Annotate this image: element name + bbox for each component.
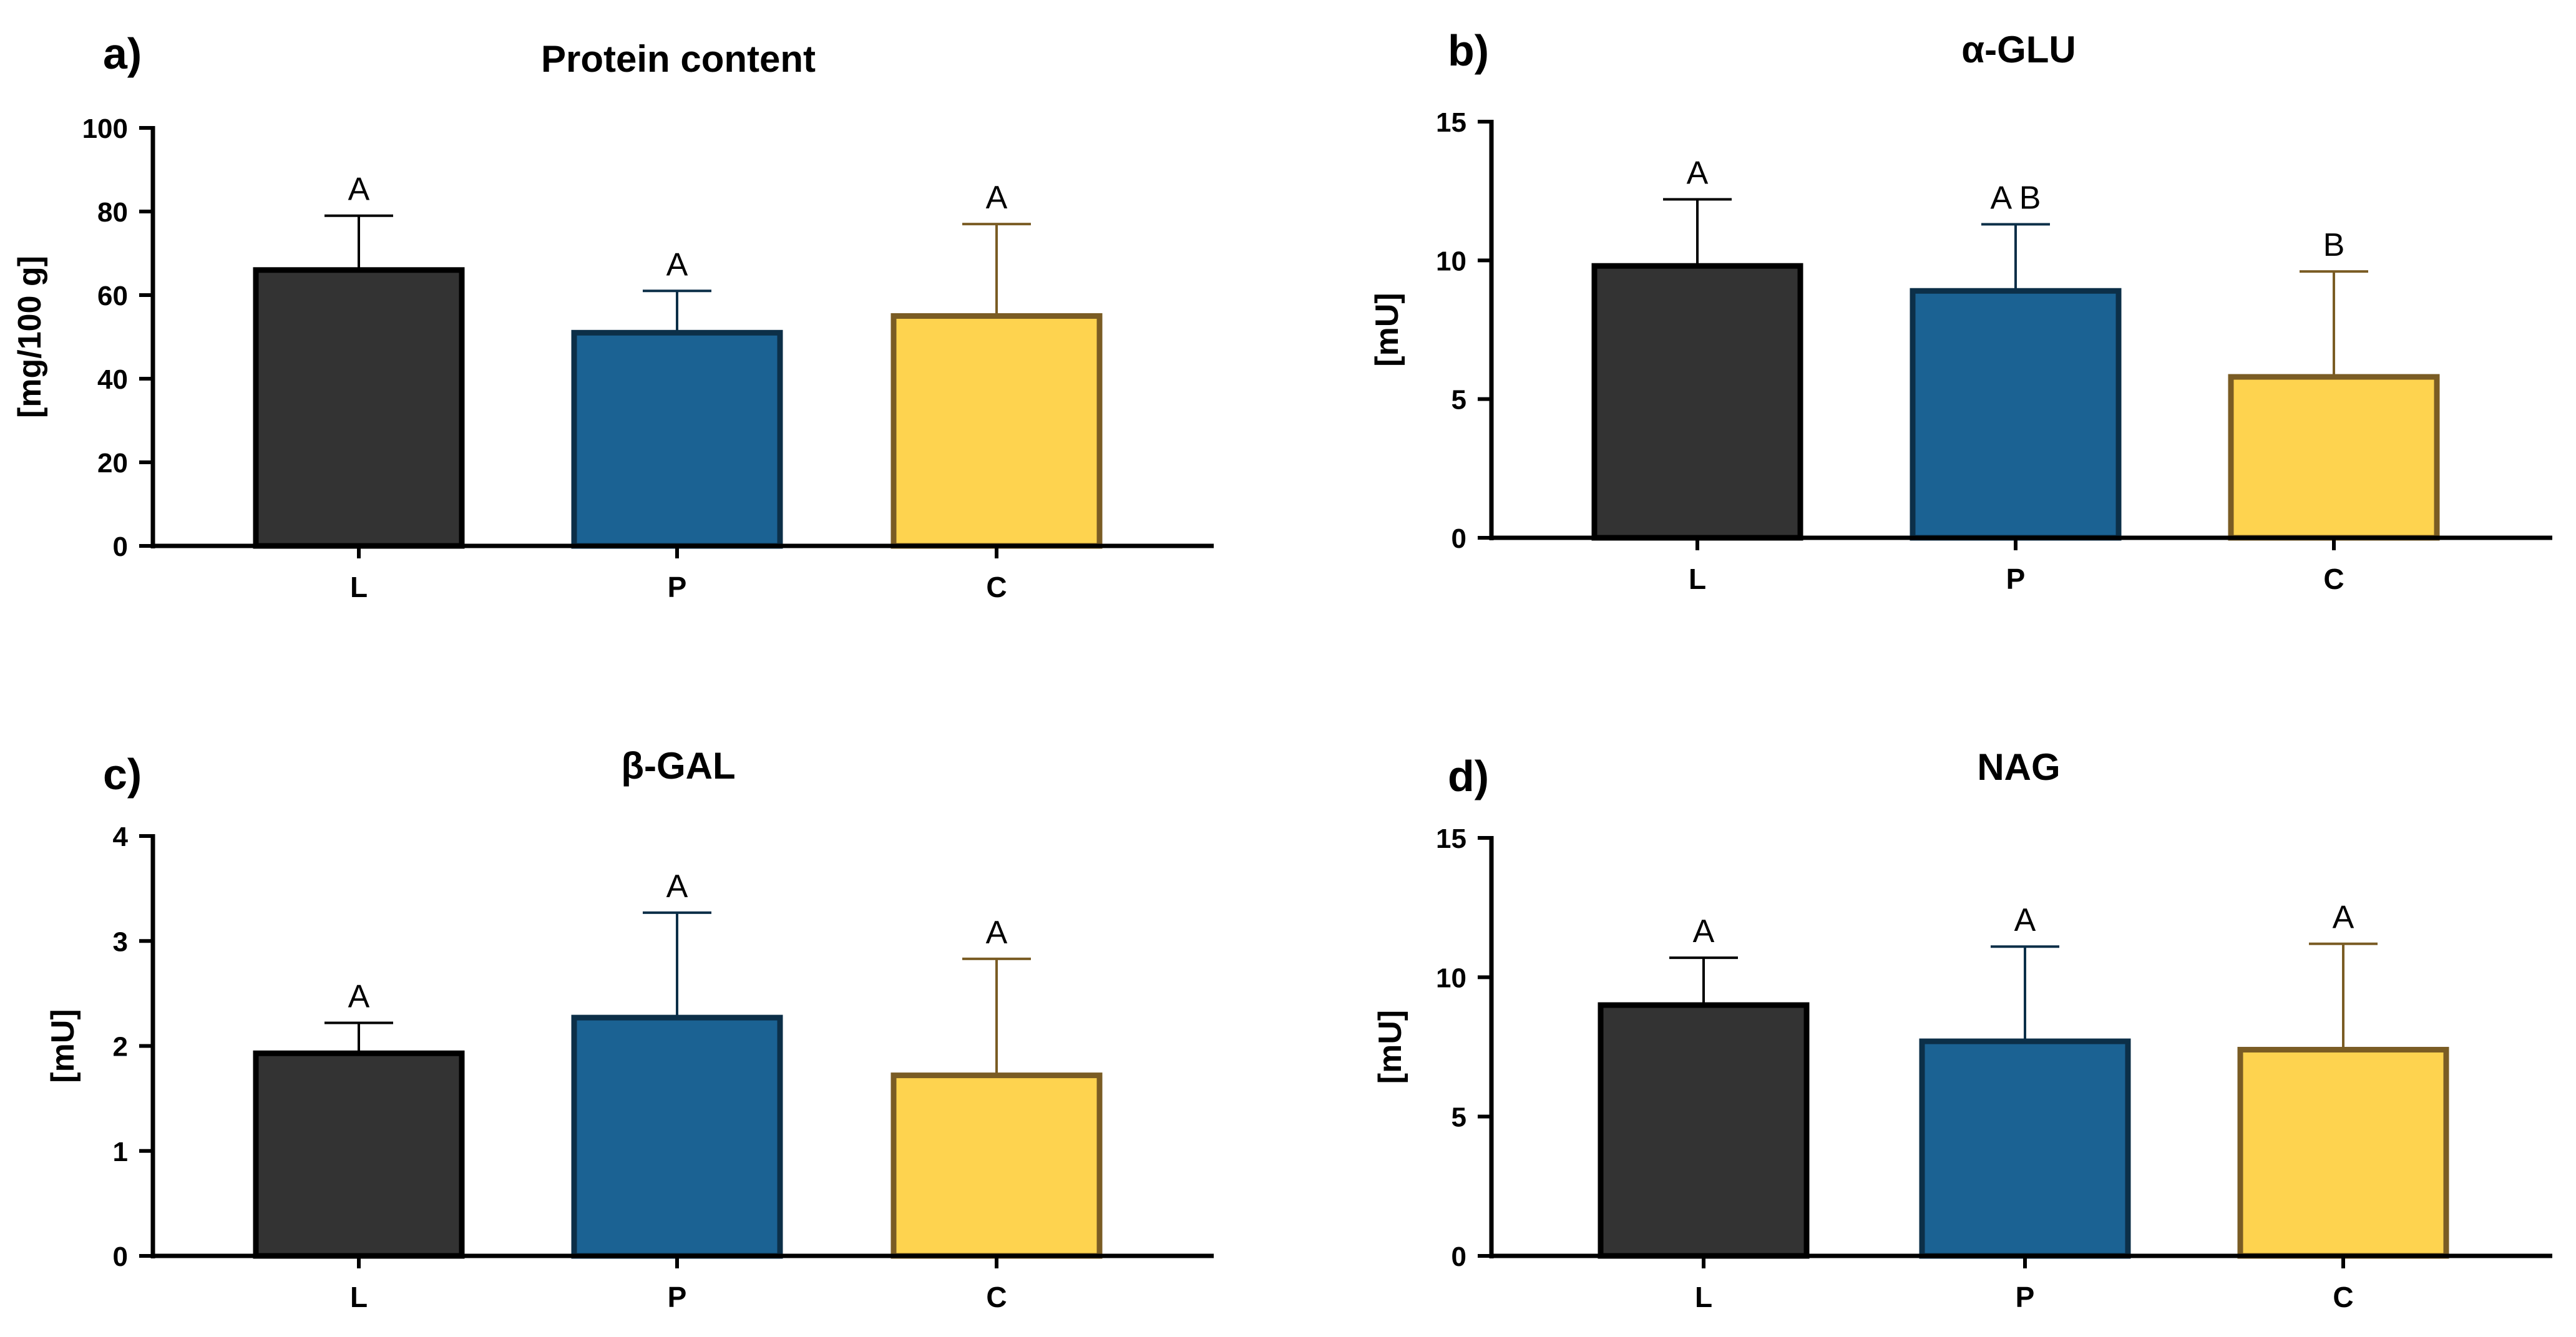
y-axis-label: [mg/100 g] [12, 256, 48, 418]
category-label: P [2006, 563, 2026, 595]
y-tick-label: 10 [1436, 963, 1466, 993]
y-tick-label: 1 [113, 1137, 128, 1167]
y-tick-label: 5 [1451, 385, 1466, 416]
y-tick-label: 60 [97, 281, 128, 311]
y-tick-label: 10 [1436, 246, 1466, 276]
y-tick-label: 100 [82, 114, 128, 144]
significance-label: A B [1991, 180, 2041, 216]
significance-label: A [348, 978, 370, 1014]
y-axis-label: [mU] [1372, 1010, 1408, 1084]
significance-label: A [986, 915, 1008, 951]
bar-P [571, 329, 783, 549]
panel-letter: b) [1448, 26, 1489, 75]
y-tick-label: 2 [113, 1032, 128, 1062]
bar-C [890, 1072, 1103, 1259]
y-tick-label: 0 [1451, 1242, 1466, 1272]
y-tick-label: 4 [113, 822, 129, 852]
bar-P [571, 1014, 783, 1259]
bar-C [2237, 1046, 2449, 1259]
significance-label: A [1693, 913, 1715, 950]
y-axis-label: [mU] [1369, 293, 1405, 366]
bar-P [1919, 1038, 2131, 1259]
significance-label: A [348, 172, 370, 208]
panel-title: NAG [1977, 746, 2060, 788]
significance-label: A [1687, 155, 1709, 192]
category-label: L [1689, 563, 1706, 595]
y-tick-label: 20 [97, 448, 128, 479]
category-label: L [1695, 1281, 1712, 1313]
panel-title: β-GAL [621, 745, 735, 787]
category-label: P [668, 1281, 687, 1313]
bar-L [1591, 263, 1803, 541]
significance-label: A [666, 246, 688, 283]
bar-C [890, 313, 1103, 549]
bar-L [253, 1050, 465, 1259]
y-tick-label: 15 [1436, 824, 1466, 854]
panel-letter: a) [103, 29, 142, 78]
category-label: C [986, 571, 1007, 603]
y-tick-label: 80 [97, 197, 128, 228]
y-tick-label: 15 [1436, 107, 1466, 138]
y-tick-label: 5 [1451, 1102, 1466, 1133]
category-label: C [2323, 563, 2344, 595]
y-tick-label: 40 [97, 364, 128, 395]
y-tick-label: 3 [113, 926, 128, 957]
bar-L [1598, 1002, 1810, 1259]
bar-P [1910, 288, 2122, 541]
category-label: L [350, 1281, 368, 1313]
panel-title: α-GLU [1961, 29, 2076, 70]
y-tick-label: 0 [1451, 523, 1466, 554]
category-label: C [2333, 1281, 2353, 1313]
significance-label: A [2014, 902, 2036, 938]
category-label: P [2016, 1281, 2035, 1313]
y-tick-label: 0 [113, 532, 128, 562]
significance-label: A [2333, 900, 2354, 936]
category-label: L [350, 571, 368, 603]
y-tick-label: 0 [113, 1242, 128, 1272]
panel-title: Protein content [541, 38, 816, 80]
significance-label: B [2323, 227, 2345, 263]
significance-label: A [986, 180, 1008, 216]
panel-letter: d) [1448, 752, 1489, 800]
bar-C [2228, 374, 2440, 541]
category-label: C [986, 1281, 1007, 1313]
y-axis-label: [mU] [45, 1009, 81, 1082]
category-label: P [668, 571, 687, 603]
bar-L [253, 267, 465, 549]
significance-label: A [666, 868, 688, 905]
panel-letter: c) [103, 750, 142, 799]
